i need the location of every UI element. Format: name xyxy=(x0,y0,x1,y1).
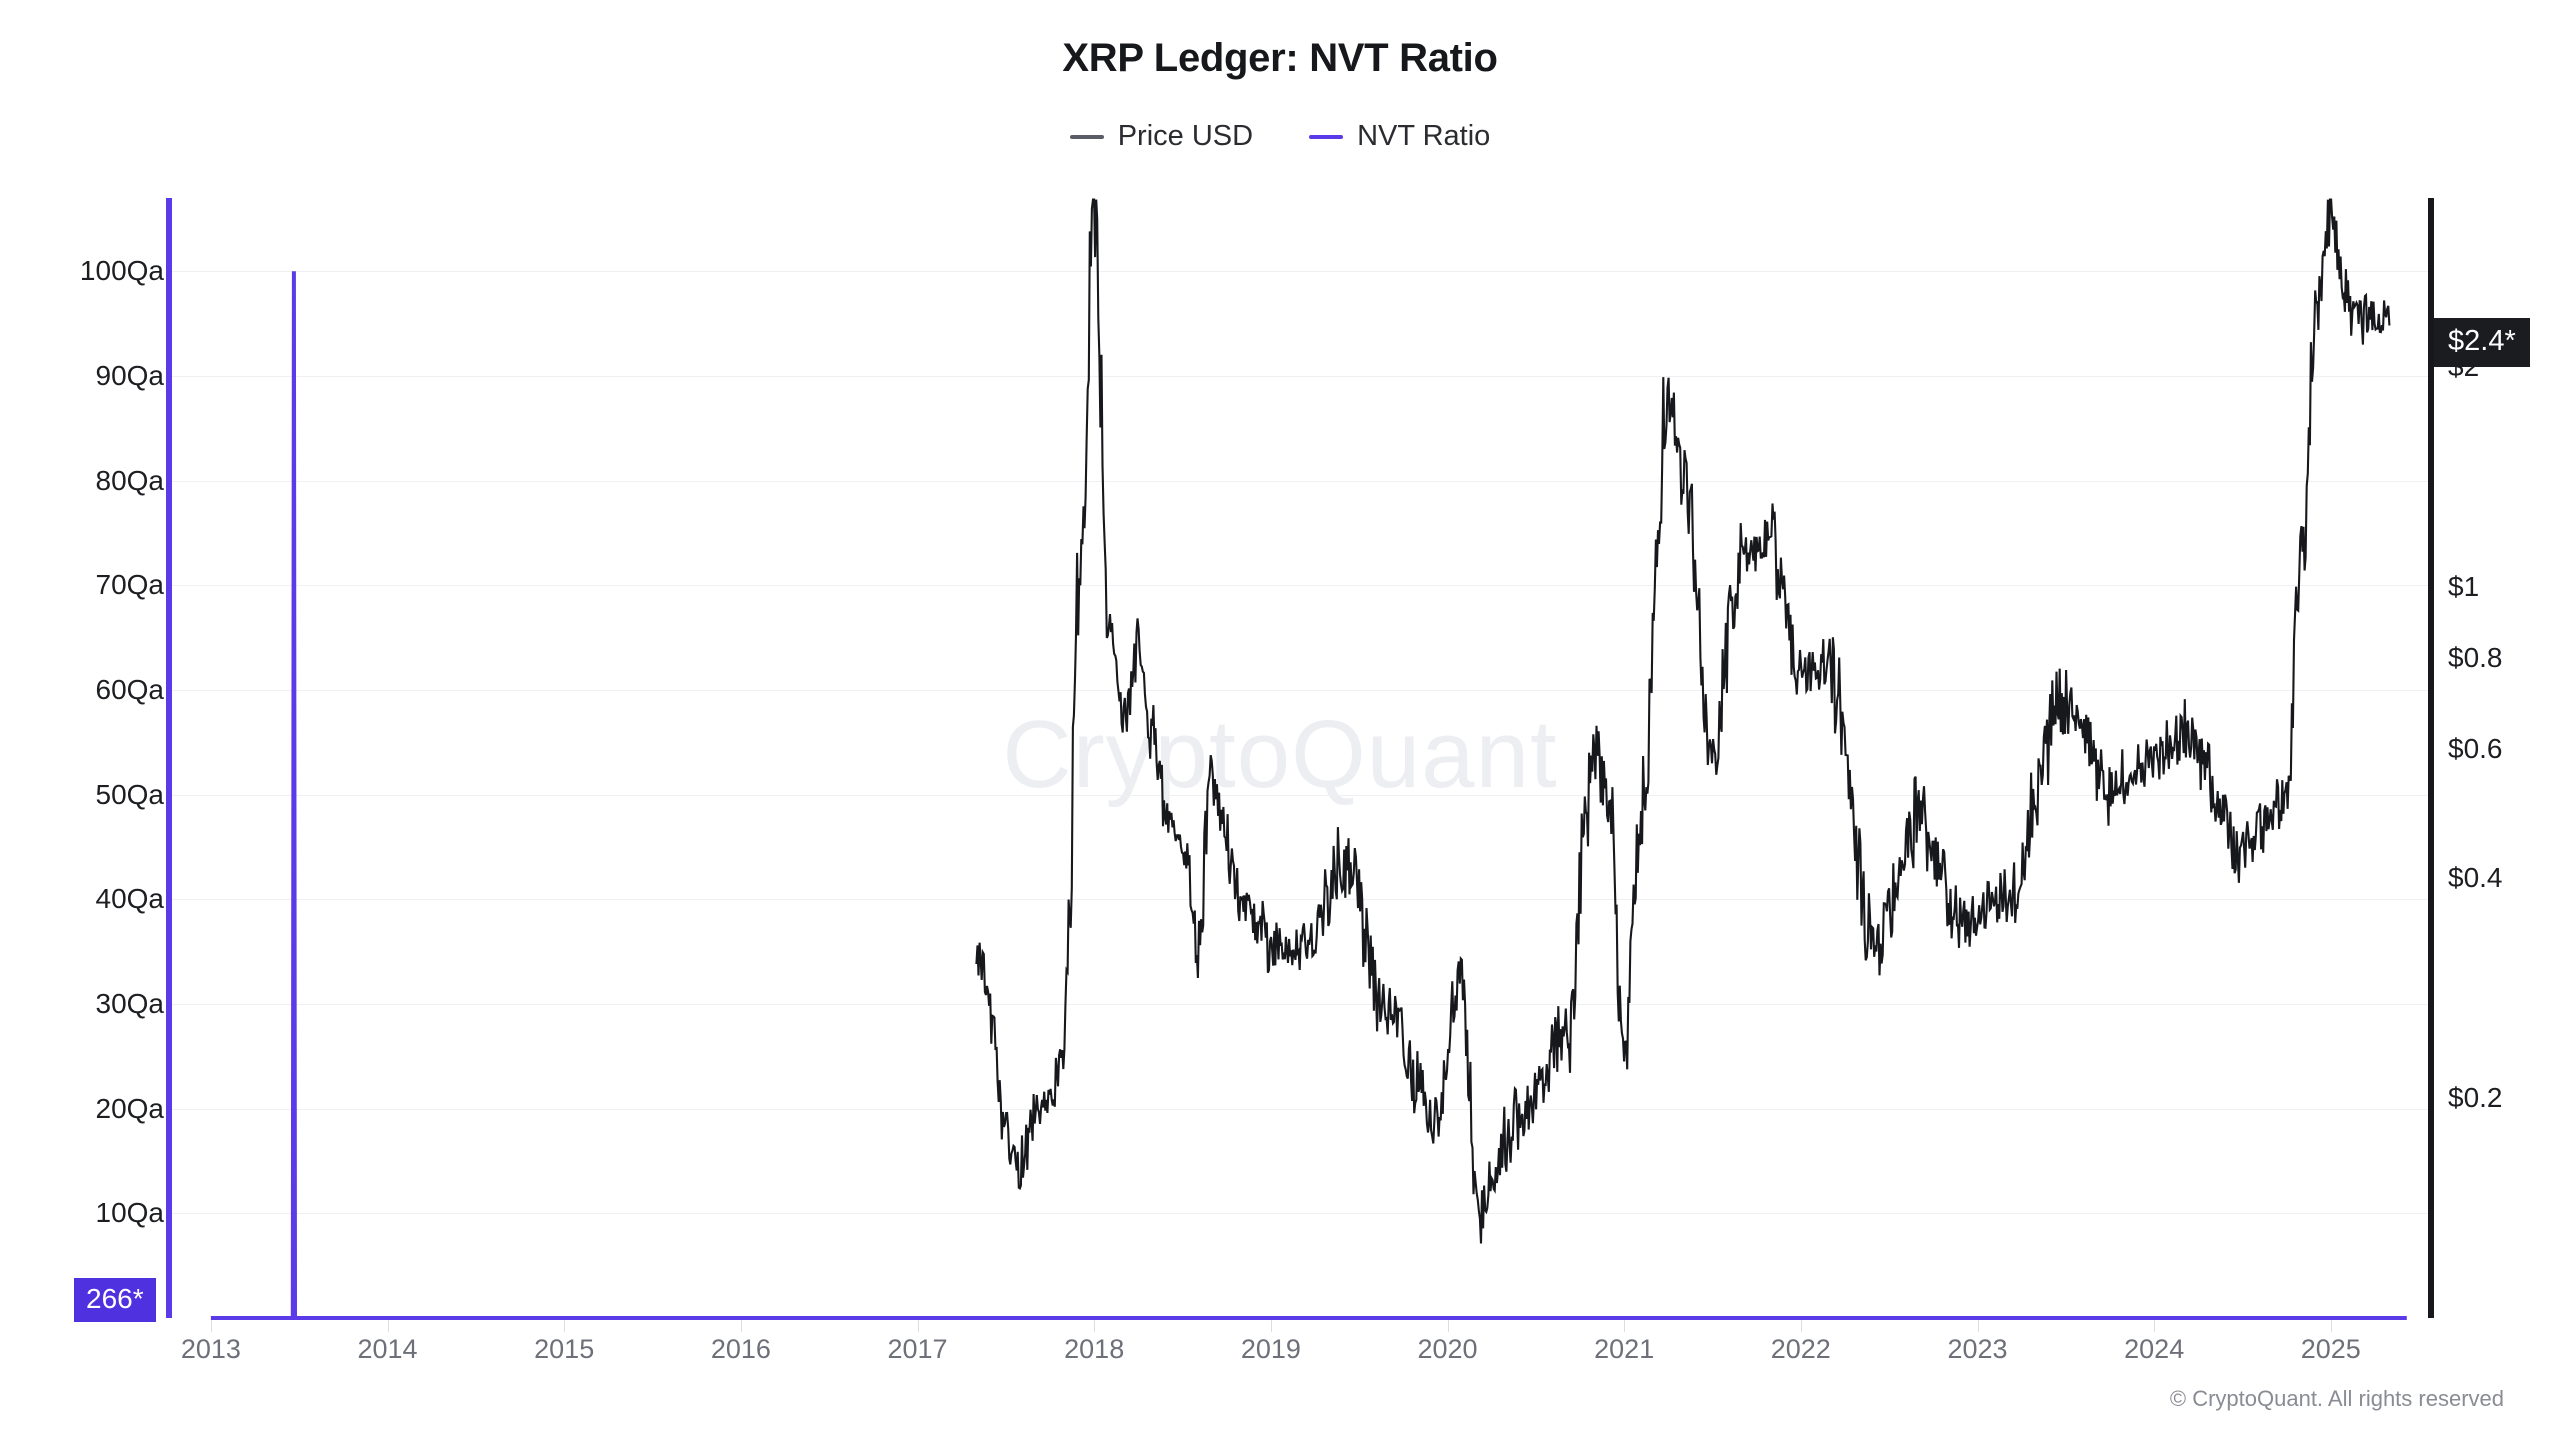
gridline xyxy=(172,1108,2428,1110)
gridline xyxy=(172,585,2428,587)
gridline xyxy=(172,271,2428,273)
chart-gridlines xyxy=(172,0,2428,1440)
copyright-footer: © CryptoQuant. All rights reserved xyxy=(2169,1386,2504,1411)
price-current-value-badge: $2.4* xyxy=(2434,318,2530,367)
legend-swatch-nvt-ratio xyxy=(1309,134,1344,139)
x-axis-tick-label: 2021 xyxy=(1594,1334,1655,1364)
x-axis-tick-mark xyxy=(1624,1318,1626,1332)
y-axis-left-tick-label: 70Qa xyxy=(95,569,165,601)
x-axis-tick-mark xyxy=(210,1318,212,1332)
y-axis-left-tick-label: 10Qa xyxy=(95,1197,165,1229)
legend-label-price-usd: Price USD xyxy=(1117,120,1254,152)
y-axis-left-tick-label: 90Qa xyxy=(95,359,165,391)
gridline xyxy=(172,375,2428,377)
x-axis-tick-mark xyxy=(1094,1318,1096,1332)
page-title: XRP Ledger: NVT Ratio xyxy=(1062,36,1498,80)
x-axis-tick-mark xyxy=(2154,1318,2156,1332)
series-line-price-usd xyxy=(975,198,2391,1244)
x-axis-tick-label: 2016 xyxy=(710,1334,771,1364)
x-axis-tick-mark xyxy=(1270,1318,1272,1332)
y-axis-left-tick-label: 80Qa xyxy=(95,464,165,496)
x-axis-tick-label: 2023 xyxy=(1947,1334,2008,1364)
y-axis-right-tick-label: $0.8 xyxy=(2448,641,2503,673)
x-axis-tick-label: 2017 xyxy=(887,1334,948,1364)
x-axis-tick-label: 2015 xyxy=(534,1334,595,1364)
legend-item-price-usd[interactable]: Price USD xyxy=(1069,120,1254,152)
gridline xyxy=(172,690,2428,691)
y-axis-left-tick-label: 50Qa xyxy=(95,778,165,810)
y-axis-left-tick-label: 30Qa xyxy=(95,988,165,1019)
gridline xyxy=(172,794,2428,796)
gridline xyxy=(172,1004,2428,1005)
y-axis-left-line xyxy=(166,198,172,1318)
legend-label-nvt-ratio: NVT Ratio xyxy=(1357,120,1491,152)
x-axis-tick-mark xyxy=(2330,1318,2332,1332)
legend-item-nvt-ratio[interactable]: NVT Ratio xyxy=(1309,122,1490,151)
chart-legend: Price USD NVT Ratio xyxy=(0,122,2560,151)
x-axis-tick-mark xyxy=(564,1318,566,1332)
x-axis-tick-label: 2018 xyxy=(1064,1334,1125,1364)
x-axis-tick-mark xyxy=(740,1318,742,1332)
y-axis-left-tick-label: 60Qa xyxy=(95,674,165,705)
x-axis-tick-label: 2025 xyxy=(2300,1334,2361,1364)
x-axis-tick-mark xyxy=(917,1318,919,1332)
y-axis-right-tick-label: $0.6 xyxy=(2448,732,2503,764)
x-axis-tick-label: 2020 xyxy=(1417,1334,1478,1364)
x-axis-tick-mark xyxy=(1800,1318,1802,1332)
nvt-current-value-badge: 266* xyxy=(74,1278,156,1322)
x-axis-tick-label: 2024 xyxy=(2124,1334,2185,1364)
y-axis-right-line xyxy=(2428,198,2434,1318)
x-axis-tick-mark xyxy=(387,1318,389,1332)
x-axis-tick-mark xyxy=(1447,1318,1449,1332)
y-axis-right-tick-label: $1 xyxy=(2448,570,2480,602)
y-axis-right-tick-label: $0.2 xyxy=(2448,1081,2503,1113)
x-axis-tick-label: 2013 xyxy=(180,1334,241,1364)
x-axis-tick-mark xyxy=(1977,1318,1979,1332)
y-axis-left-tick-label: 100Qa xyxy=(79,255,164,287)
gridline xyxy=(172,480,2428,482)
gridline xyxy=(172,1213,2428,1215)
y-axis-left-tick-label: 20Qa xyxy=(95,1092,165,1124)
series-line-nvt-ratio xyxy=(210,271,2407,1320)
x-axis-tick-label: 2022 xyxy=(1770,1334,1831,1364)
x-axis-tick-label: 2019 xyxy=(1240,1334,1301,1364)
y-axis-left-tick-label: 40Qa xyxy=(95,883,165,915)
gridline xyxy=(172,899,2428,901)
legend-swatch-price-usd xyxy=(1069,134,1104,139)
x-axis-tick-label: 2014 xyxy=(357,1334,418,1364)
y-axis-right-tick-label: $0.4 xyxy=(2448,861,2503,893)
